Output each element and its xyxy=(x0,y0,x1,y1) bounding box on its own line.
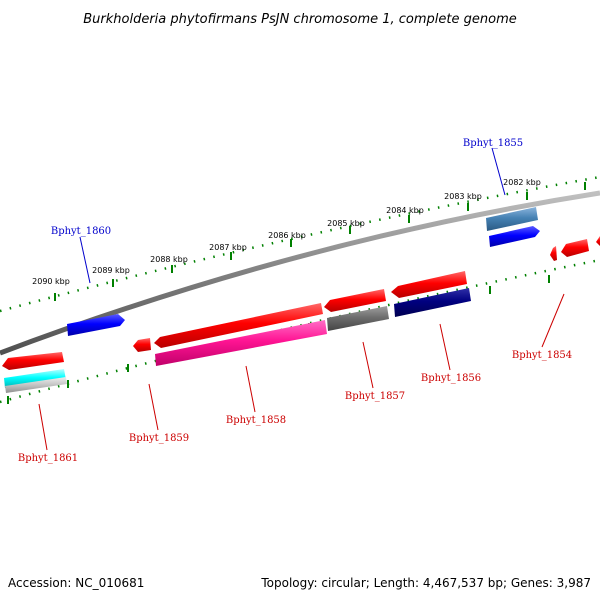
scale-label-2085: 2085 kbp xyxy=(327,219,365,228)
gene-bphyt-1854[interactable] xyxy=(561,239,589,257)
leader-bphyt-1858 xyxy=(245,365,256,413)
label-bphyt-1854[interactable]: Bphyt_1854 xyxy=(512,350,572,361)
label-bphyt-1859[interactable]: Bphyt_1859 xyxy=(129,433,189,444)
gene-bphyt-1858-product[interactable] xyxy=(155,320,327,366)
gene-bphyt-1855[interactable] xyxy=(486,207,538,231)
label-bphyt-1855[interactable]: Bphyt_1855 xyxy=(463,138,523,149)
gene-bphyt-1861-product[interactable] xyxy=(4,369,66,388)
leader-bphyt-1855 xyxy=(491,147,506,196)
scale-label-2084: 2084 kbp xyxy=(386,206,424,215)
topology-summary: Topology: circular; Length: 4,467,537 bp… xyxy=(260,576,591,590)
leader-bphyt-1860 xyxy=(79,236,91,284)
gene-bphyt-1860[interactable] xyxy=(67,314,125,336)
leader-bphyt-1859 xyxy=(148,383,159,431)
gene-offscreen-fragment[interactable] xyxy=(596,236,600,246)
map-title: Burkholderia phytofirmans PsJN chromosom… xyxy=(83,12,517,27)
outer-scale-ruler xyxy=(0,175,600,313)
scale-label-2082: 2082 kbp xyxy=(503,178,541,187)
outer-scale-ticks xyxy=(54,182,586,301)
scale-label-2088: 2088 kbp xyxy=(150,255,188,264)
gene-bphyt-1857-product[interactable] xyxy=(327,306,389,331)
label-bphyt-1861[interactable]: Bphyt_1861 xyxy=(18,453,78,464)
leader-bphyt-1854 xyxy=(541,293,565,348)
gene-bphyt-1854-fragment[interactable] xyxy=(550,246,557,261)
label-bphyt-1860[interactable]: Bphyt_1860 xyxy=(51,226,111,237)
scale-label-2087: 2087 kbp xyxy=(209,243,247,252)
gene-bphyt-1857[interactable] xyxy=(324,289,386,312)
label-bphyt-1856[interactable]: Bphyt_1856 xyxy=(421,373,481,384)
gene-bphyt-1861-product2[interactable] xyxy=(5,377,67,393)
gene-bphyt-1859[interactable] xyxy=(133,338,151,352)
gene-bphyt-1856[interactable] xyxy=(391,271,467,298)
gene-bphyt-1855-cds[interactable] xyxy=(489,226,540,247)
scale-label-2086: 2086 kbp xyxy=(268,231,306,240)
gene-bphyt-1856-product[interactable] xyxy=(394,288,471,317)
leader-bphyt-1857 xyxy=(362,341,374,389)
inner-scale-ruler xyxy=(0,258,600,404)
gene-bphyt-1861[interactable] xyxy=(2,352,64,370)
scale-label-2083: 2083 kbp xyxy=(444,192,482,201)
leader-bphyt-1861 xyxy=(38,403,48,451)
scale-label-2089: 2089 kbp xyxy=(92,266,130,275)
scale-label-2090: 2090 kbp xyxy=(32,277,70,286)
label-bphyt-1857[interactable]: Bphyt_1857 xyxy=(345,391,405,402)
leader-lines xyxy=(38,147,565,451)
accession-text: Accession: NC_010681 xyxy=(8,576,144,590)
leader-bphyt-1856 xyxy=(439,323,451,371)
gene-bphyt-1858[interactable] xyxy=(154,303,323,348)
label-bphyt-1858[interactable]: Bphyt_1858 xyxy=(226,415,286,426)
